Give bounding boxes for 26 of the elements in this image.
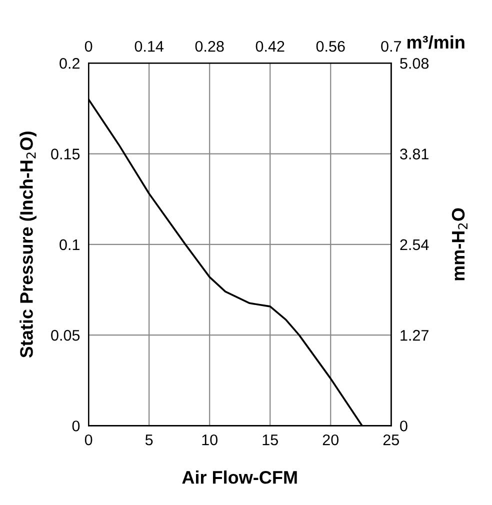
y-tick-label: 0.15 <box>51 148 80 160</box>
y-tick-label: 0.2 <box>60 58 80 69</box>
y2-tick-label: 0 <box>400 420 408 432</box>
y-tick-label: 0.1 <box>60 239 80 250</box>
x-tick-label: 20 <box>322 434 339 446</box>
y-tick-label: 0.05 <box>51 330 80 341</box>
x-tick-label: 15 <box>262 434 278 446</box>
x-axis-title: Air Flow-CFM <box>182 470 297 484</box>
x-tick-label: 0 <box>84 434 92 446</box>
y-axis-title: Static Pressure (Inch-H$_{2}$O) <box>20 132 36 358</box>
x2-tick-label: 0.14 <box>134 40 164 52</box>
y-tick-label: 0 <box>72 420 80 432</box>
x2-tick-label: 0 <box>84 40 92 52</box>
y2-axis-title: mm-H$_{2}$O <box>452 208 468 280</box>
x-tick-label: 10 <box>202 434 218 446</box>
y2-tick-label: 2.54 <box>400 239 429 250</box>
x2-axis-title: m³/min <box>407 35 464 49</box>
x2-tick-label: 0.7 <box>381 40 401 52</box>
y2-tick-label: 1.27 <box>400 330 428 341</box>
x-tick-label: 25 <box>383 434 399 446</box>
x-tick-label: 5 <box>145 434 153 446</box>
x2-tick-label: 0.42 <box>256 40 284 52</box>
x2-tick-label: 0.28 <box>195 40 224 52</box>
y2-tick-label: 5.08 <box>400 58 429 69</box>
x2-tick-label: 0.56 <box>316 40 345 52</box>
y2-tick-label: 3.81 <box>400 148 428 160</box>
